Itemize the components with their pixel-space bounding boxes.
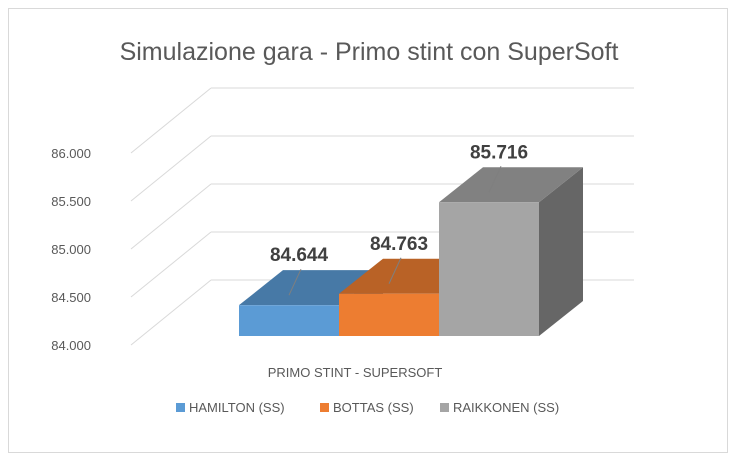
legend-item: RAIKKONEN (SS) [440,400,559,415]
gridline-side [130,231,212,298]
data-labels: 84.644 84.763 85.716 [270,142,528,296]
legend-label: HAMILTON (SS) [189,400,285,415]
bar-front [439,202,539,336]
bars [239,167,583,336]
legend-label: RAIKKONEN (SS) [453,400,559,415]
chart-title: Simulazione gara - Primo stint con Super… [120,38,619,66]
y-tick-label: 85.500 [51,194,91,209]
data-label: 84.763 [370,234,428,255]
bar-top [439,167,583,203]
y-axis: 84.000 84.500 85.000 85.500 86.000 [51,146,91,353]
label-leader [388,257,402,284]
bar-front [339,293,439,336]
legend-item: BOTTAS (SS) [320,400,414,415]
data-label: 84.644 [270,245,329,266]
label-leader [288,268,302,296]
chart-frame: Simulazione gara - Primo stint con Super… [8,8,728,453]
bar-front [239,305,339,336]
gridline-side [130,87,212,154]
bar-2 [439,167,583,336]
category-label: PRIMO STINT - SUPERSOFT [268,365,443,380]
legend-swatch [440,403,449,412]
y-tick-label: 85.000 [51,242,91,257]
label-leader [488,166,502,193]
bar-side [539,167,583,336]
legend-item: HAMILTON (SS) [176,400,285,415]
legend: HAMILTON (SS) BOTTAS (SS) RAIKKONEN (SS) [176,400,559,415]
legend-swatch [320,403,329,412]
legend-swatch [176,403,185,412]
legend-label: BOTTAS (SS) [333,400,414,415]
gridline-side [130,279,212,346]
gridline-side [130,183,212,250]
data-label: 85.716 [470,142,528,163]
y-tick-label: 84.000 [51,338,91,353]
gridline-side [130,135,212,202]
y-tick-label: 86.000 [51,146,91,161]
chart-svg: Simulazione gara - Primo stint con Super… [51,38,634,415]
y-tick-label: 84.500 [51,290,91,305]
